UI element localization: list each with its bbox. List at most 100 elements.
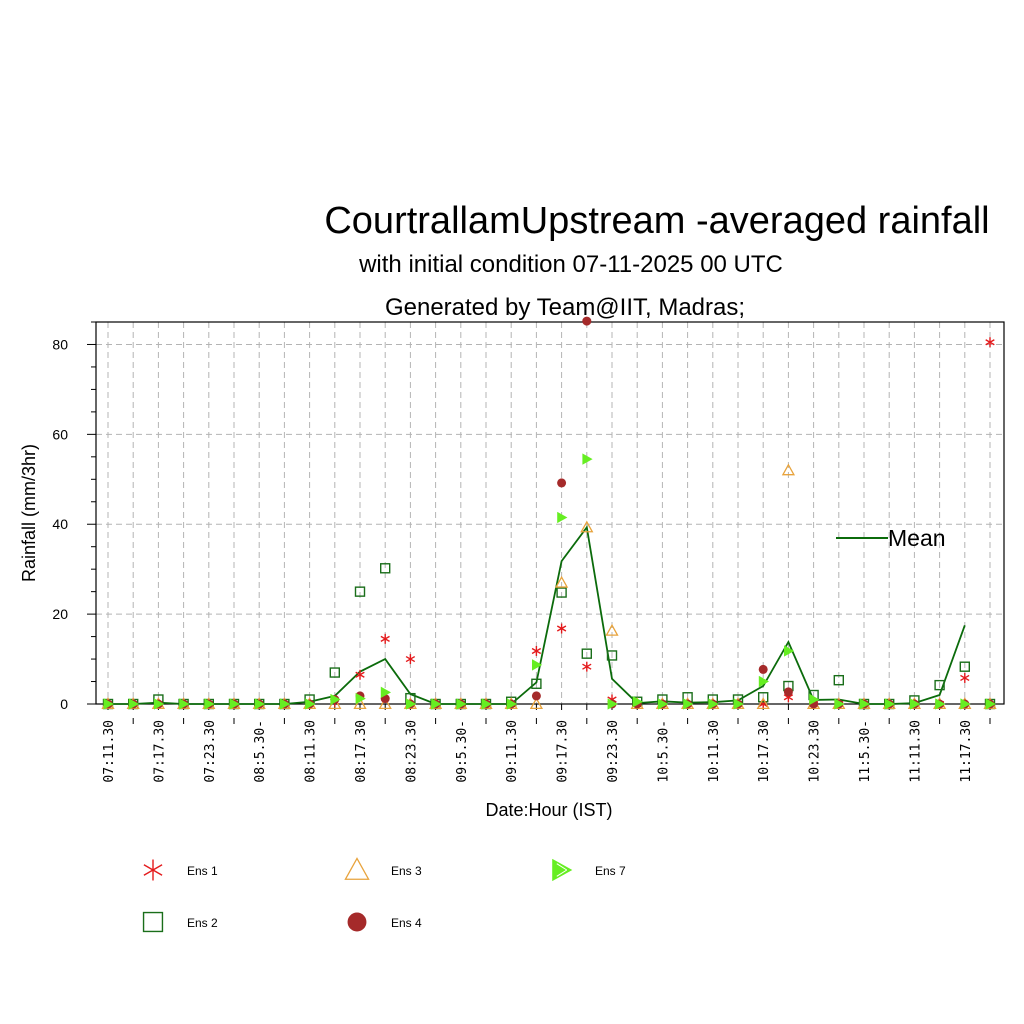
square-shape (959, 661, 970, 672)
triangle-shape (529, 697, 544, 710)
square-shape (934, 679, 945, 691)
x-tick-label: 08:11.30 (304, 720, 319, 783)
asterisk-stroke (582, 663, 592, 670)
y-axis-label: Rainfall (mm/3hr) (19, 444, 39, 582)
flag-shape (935, 698, 946, 710)
circle-shape (783, 687, 793, 697)
x-tick-label: 08:5.30- (253, 720, 268, 783)
circle-shape (582, 316, 592, 326)
square-shape (329, 667, 340, 678)
flag-shape (179, 698, 190, 710)
flag-inner (556, 869, 568, 877)
ens-2-point (329, 667, 340, 678)
x-tick-label: 08:23.30 (404, 720, 419, 783)
ens-4-point (758, 664, 768, 674)
asterisk-stroke (143, 864, 163, 876)
ens-2-point (606, 650, 618, 661)
flag-shape (532, 659, 543, 671)
ens-7-point (784, 645, 795, 657)
plot-frame (95, 321, 1005, 705)
ens-7-point (506, 698, 518, 710)
triangle-shape (378, 697, 392, 710)
x-tick-label: 10:11.30 (707, 720, 722, 783)
flag-shape (305, 698, 316, 710)
chart-title: CourtrallamUpstream -averaged rainfall (324, 200, 989, 242)
square-shape (142, 911, 164, 933)
ens-7-point (758, 675, 770, 688)
ens-7-point (128, 698, 140, 710)
x-tick-label: 11:17.30 (959, 720, 974, 783)
ens-7-point (532, 659, 543, 671)
flag-shape (834, 698, 845, 710)
flag-shape (607, 698, 618, 710)
ens-7-point (632, 696, 644, 708)
ens-7-point (985, 698, 996, 710)
ens-2-point (833, 674, 844, 686)
flag-shape (229, 698, 240, 710)
y-tick-label: 20 (52, 606, 68, 622)
flag-shape (330, 693, 341, 706)
chart-subtitle: with initial condition 07-11-2025 00 UTC (358, 251, 783, 278)
flag-shape (506, 698, 518, 710)
legend-label-ens-3: Ens 3 (391, 864, 422, 878)
y-tick-label: 40 (52, 516, 68, 532)
ens-3-point (378, 697, 392, 710)
flag-shape (960, 698, 971, 710)
ens-3-point (580, 520, 594, 533)
x-tick-label: 09:5.30- (455, 720, 470, 783)
chart-subtitle-credit: Generated by Team@IIT, Madras; (385, 294, 745, 321)
ens-2-point (380, 563, 391, 574)
x-tick-label: 09:17.30 (556, 720, 571, 783)
flag-shape (456, 698, 467, 710)
y-tick-label: 0 (60, 696, 68, 712)
square-shape (556, 587, 567, 598)
ens-7-point (153, 698, 165, 710)
mean-legend-label: Mean (888, 525, 946, 551)
x-tick-label: 07:11.30 (102, 720, 117, 783)
flag-shape (557, 511, 568, 524)
flag-shape (103, 698, 114, 710)
asterisk-stroke (355, 671, 365, 678)
triangle-shape (580, 520, 594, 533)
ens-2-point (556, 587, 567, 598)
asterisk-stroke (531, 647, 542, 655)
flag-shape (708, 698, 719, 710)
ens-2-point (531, 678, 542, 689)
y-axis-ticks: 0 20 40 60 80 (52, 321, 96, 712)
ens-7-point (809, 693, 820, 706)
flag-shape (910, 698, 921, 710)
ens-7-point (607, 698, 618, 710)
asterisk-stroke (380, 635, 390, 642)
flag-shape (859, 698, 870, 710)
ens-1-point (960, 672, 970, 683)
ens-7-point (557, 511, 568, 524)
ens-4-point (531, 691, 541, 701)
triangle-shape (605, 623, 619, 636)
flag-inner (556, 863, 568, 871)
x-axis-ticks: 07:11.30 07:17.30 07:23.30 08:5.30- 08:11.30… (102, 704, 991, 783)
square-shape (531, 678, 542, 689)
mean-series (108, 525, 966, 705)
ens-3-point (605, 623, 619, 636)
ens-7-point (279, 698, 291, 710)
asterisk-stroke (556, 625, 567, 632)
square-shape (833, 674, 844, 686)
flag-shape (582, 453, 593, 465)
flag-shape (481, 698, 492, 710)
x-tick-label: 11:11.30 (908, 720, 923, 783)
flag-shape (355, 692, 366, 705)
legend-marker-ens-4 (347, 912, 367, 932)
ens-7-point (481, 698, 492, 710)
ens-7-point (456, 698, 467, 710)
ens-2-point (581, 648, 592, 659)
legend-label-ens-2: Ens 2 (187, 916, 218, 930)
x-tick-label: 09:11.30 (505, 720, 520, 783)
ens-7-point (179, 698, 190, 710)
square-shape (380, 563, 391, 574)
square-shape (354, 586, 366, 597)
ens-7-point (834, 698, 845, 710)
legend-marker-ens-2 (142, 911, 164, 933)
ens-7-point (733, 698, 744, 710)
flag-shape (128, 698, 140, 710)
